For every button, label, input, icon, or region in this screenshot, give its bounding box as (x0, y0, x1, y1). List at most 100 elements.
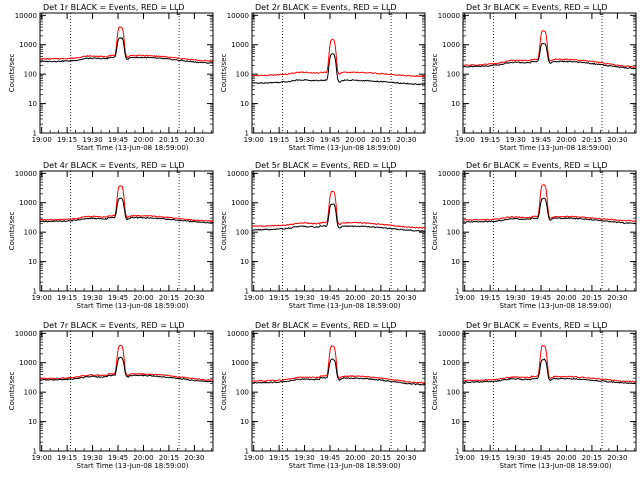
plot-frame (462, 12, 637, 134)
x-tick-label: 19:30 (82, 454, 102, 462)
x-tick-label: 19:15 (480, 294, 500, 302)
panel-det-2r: 1 10 100 1000 10000 19:00 19:15 19:30 19:45 20:00… (220, 3, 426, 152)
x-tick-label: 20:00 (556, 294, 576, 302)
y-tick-label: 100 (24, 229, 37, 237)
x-axis-label: Start Time (13-Jun-08 18:59:00) (77, 302, 189, 310)
x-tick-label: 19:30 (294, 294, 314, 302)
lld-series-line (462, 184, 637, 222)
x-tick-label: 20:15 (582, 454, 602, 462)
x-tick-label: 20:15 (159, 454, 179, 462)
y-tick-label: 10000 (438, 12, 460, 20)
y-tick-label: 10 (240, 258, 249, 266)
x-tick-label: 20:15 (371, 294, 391, 302)
x-tick-label: 19:15 (57, 136, 77, 144)
x-tick-label: 19:45 (108, 136, 128, 144)
panel-marker: L (388, 8, 393, 17)
x-tick-label: 20:30 (607, 294, 627, 302)
y-tick-label: 10000 (227, 12, 249, 20)
x-tick-label: 20:30 (396, 454, 416, 462)
y-axis-label: Counts/sec (8, 212, 16, 251)
panel-det-1r: 1 10 100 1000 10000 19:00 19:15 19:30 19:45 20:00… (8, 3, 214, 152)
panel-marker: L (176, 166, 181, 175)
x-tick-label: 20:30 (607, 454, 627, 462)
x-tick-label: 19:45 (531, 294, 551, 302)
events-series-line (39, 356, 214, 383)
x-tick-label: 20:00 (556, 454, 576, 462)
y-tick-label: 10 (28, 100, 37, 108)
events-series-line (252, 358, 426, 386)
x-tick-label: 19:45 (108, 454, 128, 462)
panel-det-3r: 1 10 100 1000 10000 19:00 19:15 19:30 19:45 20:00… (431, 3, 637, 152)
plot-frame (39, 170, 214, 292)
y-tick-label: 1000 (442, 359, 460, 367)
y-tick-label: 100 (447, 389, 460, 397)
y-tick-label: 10000 (438, 170, 460, 178)
x-axis-label: Start Time (13-Jun-08 18:59:00) (77, 144, 189, 152)
panel-det-4r: 1 10 100 1000 10000 19:00 19:15 19:30 19:45 20:00… (8, 161, 214, 310)
x-tick-label: 19:15 (269, 136, 289, 144)
x-axis-label: Start Time (13-Jun-08 18:59:00) (500, 302, 612, 310)
events-series-line (252, 53, 426, 86)
y-tick-label: 100 (236, 71, 249, 79)
x-tick-label: 19:30 (82, 294, 102, 302)
panel-title: Det 2r BLACK = Events, RED = LLD (255, 3, 397, 12)
y-axis-label: Counts/sec (431, 372, 439, 411)
lld-series-line (251, 345, 426, 384)
y-tick-label: 1000 (231, 41, 249, 49)
panel-marker: L (388, 166, 393, 175)
x-tick-label: 19:00 (32, 136, 52, 144)
panel-marker: L (599, 8, 604, 17)
panel-det-9r: 1 10 100 1000 10000 19:00 19:15 19:30 19:45 20:00… (431, 321, 637, 470)
x-tick-label: 20:30 (184, 136, 204, 144)
x-tick-label: 19:15 (269, 294, 289, 302)
y-tick-label: 1000 (19, 359, 37, 367)
x-tick-label: 19:00 (32, 454, 52, 462)
x-tick-label: 19:45 (320, 454, 340, 462)
lld-series-line (251, 190, 426, 229)
y-tick-label: 1000 (19, 199, 37, 207)
y-tick-label: 100 (447, 71, 460, 79)
panel-title: Det 1r BLACK = Events, RED = LLD (43, 3, 185, 12)
events-series-line (462, 197, 636, 225)
y-axis-label: Counts/sec (220, 212, 228, 251)
y-tick-label: 10 (451, 418, 460, 426)
x-tick-label: 20:30 (607, 136, 627, 144)
y-tick-label: 1 (245, 130, 249, 138)
x-tick-label: 19:30 (294, 136, 314, 144)
y-axis-label: Counts/sec (431, 54, 439, 93)
panel-det-6r: 1 10 100 1000 10000 19:00 19:15 19:30 19:45 20:00… (431, 161, 637, 310)
plot-frame (251, 170, 426, 292)
x-tick-label: 19:15 (57, 454, 77, 462)
y-axis-label: Counts/sec (220, 372, 228, 411)
panel-title: Det 8r BLACK = Events, RED = LLD (255, 321, 397, 330)
panel-marker: L (176, 326, 181, 335)
y-tick-label: 1 (456, 288, 460, 296)
y-tick-label: 10 (240, 100, 249, 108)
x-tick-label: 19:00 (455, 136, 475, 144)
x-axis-label: Start Time (13-Jun-08 18:59:00) (77, 462, 189, 470)
x-tick-label: 19:45 (320, 136, 340, 144)
x-tick-label: 20:15 (159, 294, 179, 302)
x-tick-label: 19:30 (505, 454, 525, 462)
x-tick-label: 19:30 (505, 136, 525, 144)
x-tick-label: 20:15 (371, 136, 391, 144)
x-tick-label: 20:30 (184, 454, 204, 462)
x-axis-label: Start Time (13-Jun-08 18:59:00) (500, 144, 612, 152)
x-tick-label: 20:15 (582, 136, 602, 144)
y-tick-label: 1 (245, 288, 249, 296)
events-series-line (462, 358, 637, 385)
x-tick-label: 20:00 (133, 454, 153, 462)
panel-title: Det 4r BLACK = Events, RED = LLD (43, 161, 185, 170)
x-tick-label: 19:00 (455, 294, 475, 302)
x-tick-label: 19:00 (244, 294, 264, 302)
x-tick-label: 19:00 (32, 294, 52, 302)
x-axis-label: Start Time (13-Jun-08 18:59:00) (289, 144, 401, 152)
lld-series-line (39, 185, 214, 223)
y-axis-label: Counts/sec (220, 54, 228, 93)
x-tick-label: 19:15 (480, 136, 500, 144)
panel-marker: L (388, 326, 393, 335)
y-axis-label: Counts/sec (8, 372, 16, 411)
x-tick-label: 20:30 (396, 136, 416, 144)
y-tick-label: 1 (456, 448, 460, 456)
x-tick-label: 19:30 (294, 454, 314, 462)
